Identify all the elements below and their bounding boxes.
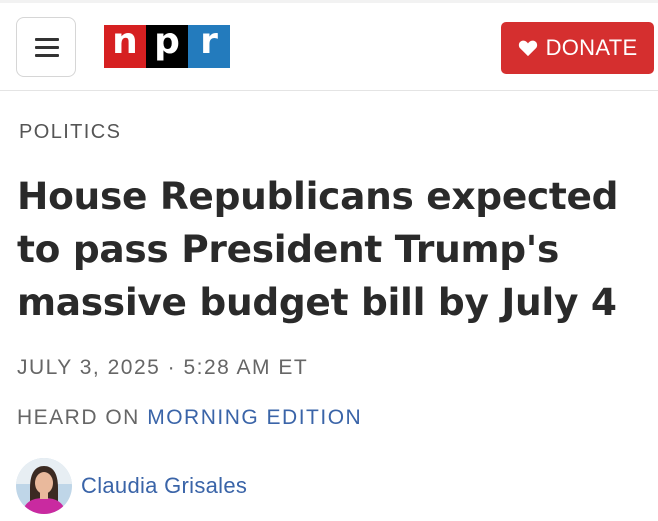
top-border (0, 0, 658, 3)
logo-letter-n: n (104, 24, 146, 68)
program-link[interactable]: MORNING EDITION (147, 406, 363, 429)
article-date: JULY 3, 2025 · 5:28 AM ET (17, 356, 309, 379)
hamburger-icon (35, 38, 59, 41)
heard-on-line: HEARD ON MORNING EDITION (17, 406, 362, 430)
logo-letter-r: r (188, 24, 230, 68)
article-headline: House Republicans expected to pass Presi… (17, 174, 619, 324)
donate-button[interactable]: DONATE (501, 22, 654, 74)
author-avatar[interactable] (16, 458, 72, 514)
author-name[interactable]: Claudia Grisales (81, 473, 248, 498)
author-photo-icon (16, 458, 72, 514)
heart-icon (518, 40, 537, 57)
section-label[interactable]: POLITICS (19, 121, 122, 143)
site-header: n p r DONATE (0, 3, 658, 91)
logo-letter-p: p (146, 24, 188, 68)
menu-button[interactable] (16, 17, 76, 77)
heard-on-prefix: HEARD ON (17, 406, 140, 429)
byline: Claudia Grisales (16, 458, 247, 514)
donate-label: DONATE (545, 35, 638, 60)
npr-logo[interactable]: n p r (104, 24, 230, 68)
